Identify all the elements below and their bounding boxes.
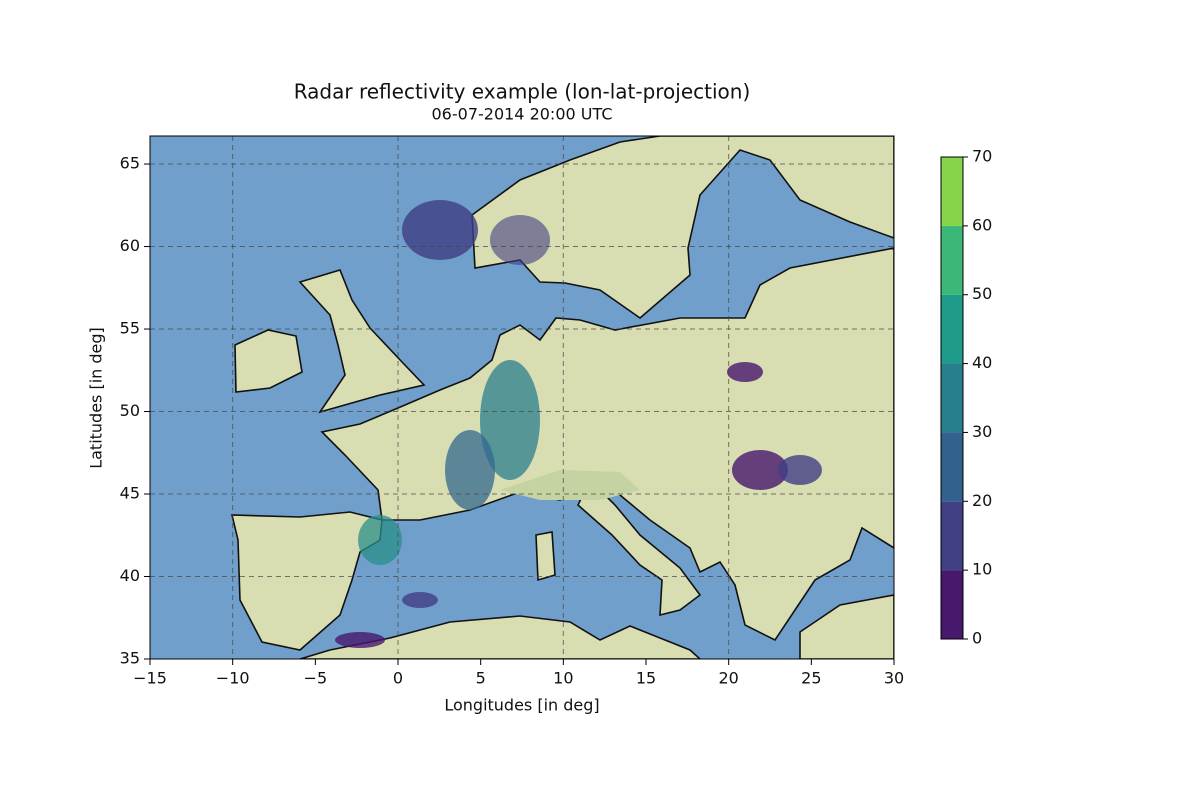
x-tick-label: −10 bbox=[216, 669, 250, 688]
radar-echo bbox=[480, 360, 540, 480]
x-tick-label: −5 bbox=[304, 669, 328, 688]
radar-echo bbox=[358, 515, 402, 565]
radar-echo bbox=[727, 362, 763, 382]
x-tick-label: 25 bbox=[801, 669, 821, 688]
italy bbox=[577, 478, 702, 617]
axes: −15 −10 −5 0 5 10 15 20 25 30 35 40 45 50 55 60 65 bbox=[120, 154, 905, 688]
radar-echo bbox=[402, 200, 478, 260]
colorbar-band bbox=[941, 501, 963, 571]
x-tick-label: 10 bbox=[553, 669, 573, 688]
x-tick-label: 0 bbox=[393, 669, 403, 688]
colorbar-band bbox=[941, 225, 963, 295]
y-tick-label: 55 bbox=[120, 319, 140, 338]
radar-echo bbox=[732, 450, 788, 490]
radar-echo bbox=[335, 632, 385, 648]
colorbar-frame bbox=[940, 156, 964, 640]
colorbar-tick-label: 50 bbox=[972, 284, 992, 303]
sardinia bbox=[535, 531, 556, 582]
colorbar-band bbox=[941, 294, 963, 364]
x-tick-label: 5 bbox=[476, 669, 486, 688]
turkey bbox=[799, 594, 894, 659]
colorbar-tick-label: 30 bbox=[972, 422, 992, 441]
plot-frame bbox=[149, 135, 895, 660]
colorbar: 0 10 20 30 40 50 60 70 bbox=[940, 147, 992, 648]
colorbar-band bbox=[941, 363, 963, 433]
ireland bbox=[234, 329, 303, 393]
y-tick-label: 50 bbox=[120, 401, 140, 420]
radar-echo bbox=[778, 455, 822, 485]
alps bbox=[500, 470, 640, 500]
x-tick-label: 15 bbox=[636, 669, 656, 688]
radar-echo bbox=[490, 215, 550, 265]
x-axis-label: Longitudes [in deg] bbox=[444, 696, 599, 715]
colorbar-band bbox=[941, 157, 963, 226]
y-tick-label: 65 bbox=[120, 154, 140, 173]
y-tick-label: 45 bbox=[120, 484, 140, 503]
x-tick-label: −15 bbox=[133, 669, 167, 688]
radar-echo bbox=[402, 592, 438, 608]
chart-subtitle: 06-07-2014 20:00 UTC bbox=[432, 105, 613, 124]
y-tick-label: 60 bbox=[120, 236, 140, 255]
colorbar-tick-label: 70 bbox=[972, 147, 992, 166]
radar-echo bbox=[445, 430, 495, 510]
scandinavia bbox=[471, 136, 894, 320]
y-tick-label: 40 bbox=[120, 566, 140, 585]
colorbar-tick-label: 0 bbox=[972, 629, 982, 648]
colorbar-band bbox=[941, 432, 963, 502]
y-tick-label: 35 bbox=[120, 649, 140, 668]
great-britain bbox=[298, 269, 426, 414]
colorbar-tick-label: 20 bbox=[972, 491, 992, 510]
grid bbox=[150, 136, 894, 659]
chart-title: Radar reflectivity example (lon-lat-proj… bbox=[294, 80, 751, 104]
colorbar-tick-label: 40 bbox=[972, 353, 992, 372]
colorbar-band bbox=[941, 570, 963, 639]
y-axis-label: Latitudes [in deg] bbox=[87, 327, 106, 469]
colorbar-tick-label: 10 bbox=[972, 560, 992, 579]
x-tick-label: 20 bbox=[718, 669, 738, 688]
x-tick-label: 30 bbox=[884, 669, 904, 688]
map bbox=[150, 136, 894, 659]
colorbar-tick-label: 60 bbox=[972, 215, 992, 234]
